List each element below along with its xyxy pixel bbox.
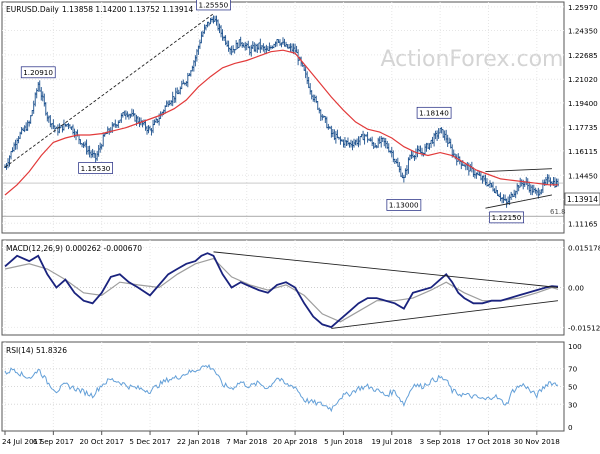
rsi-y-ticks: 100 70 50 30 0 — [568, 342, 582, 432]
price-title: EURUSD.Daily — [6, 5, 59, 14]
macd-signal-line — [4, 257, 559, 323]
watermark: ActionForex.com — [381, 47, 564, 72]
price-panel-frame — [1, 1, 565, 234]
macd-y-tick-label: -0.015126 — [568, 323, 600, 332]
rsi-y-tick-label: 30 — [568, 400, 578, 409]
last-price-marker: 1.13914 — [564, 192, 600, 206]
last-price-box — [564, 192, 600, 206]
price-y-tick-label: 1.22685 — [568, 51, 598, 60]
price-y-tick-label: 1.16115 — [568, 147, 598, 156]
annotation-label: 1.12150 — [492, 213, 522, 222]
x-tick-label: 5 Dec 2017 — [129, 437, 170, 446]
rsi-y-tick-label: 100 — [568, 342, 582, 351]
price-trendline — [485, 168, 552, 173]
last-price-label: 1.13914 — [567, 195, 598, 204]
x-tick-label: 3 Sep 2018 — [420, 437, 461, 446]
x-tick-label: 30 Nov 2018 — [514, 437, 560, 446]
annotation-label: 1.20910 — [23, 68, 53, 77]
x-tick-label: 20 Oct 2017 — [79, 437, 123, 446]
x-tick-label: 6 Sep 2017 — [33, 437, 74, 446]
x-tick-label: 7 Mar 2018 — [226, 437, 267, 446]
price-y-tick-label: 1.21020 — [568, 75, 598, 84]
price-y-tick-label: 1.11165 — [568, 219, 598, 228]
macd-title: MACD(12,26,9) 0.000262 -0.000670 — [6, 244, 142, 253]
ohlc-values: 1.13858 1.14200 1.13752 1.13914 — [62, 5, 193, 14]
price-trendline — [4, 13, 214, 168]
macd-y-ticks: 0.015178 0.00 -0.015126 — [568, 243, 600, 332]
rsi-line — [4, 363, 559, 413]
moving-average-line — [4, 49, 558, 196]
annotation-label: 1.18140 — [419, 109, 449, 118]
annotation-box — [386, 199, 422, 211]
annotation-box — [489, 211, 524, 224]
price-y-tick-label: 1.25970 — [568, 3, 598, 12]
rsi-y-tick-label: 50 — [568, 383, 578, 392]
x-tick-label: 17 Oct 2018 — [466, 437, 511, 446]
x-tick-label: 19 Jul 2018 — [371, 437, 412, 446]
rsi-y-tick-label: 70 — [568, 365, 578, 374]
macd-trendlines — [213, 251, 559, 329]
annotation-label: 1.13000 — [389, 201, 419, 210]
price-trendline — [485, 194, 553, 209]
annotation-box — [20, 66, 56, 79]
fibonacci-level-label: 61.8 — [550, 208, 566, 216]
price-annotations: 1.20910 1.15530 1.25550 1.13000 1.18140 1.121… — [2, 0, 566, 224]
macd-trendline — [331, 300, 559, 329]
annotation-box — [196, 0, 231, 11]
annotation-label: 1.25550 — [199, 0, 229, 9]
price-y-tick-label: 1.17735 — [568, 123, 598, 132]
macd-grid — [2, 246, 564, 328]
x-tick-label: 20 Apr 2018 — [273, 437, 318, 446]
annotation-label: 1.15530 — [81, 164, 111, 173]
x-tick-label: 5 Jun 2018 — [324, 437, 363, 446]
x-tick-label: 22 Jan 2018 — [177, 437, 221, 446]
macd-trendline — [213, 251, 559, 288]
price-trendlines — [4, 13, 553, 209]
price-y-tick-label: 1.14450 — [568, 171, 598, 180]
x-tick-label: 24 Jul 2017 — [2, 437, 43, 446]
price-y-ticks: 1.25970 1.24350 1.22685 1.21020 1.19400 1.177… — [568, 3, 598, 228]
macd-y-tick-label: 0.00 — [568, 284, 584, 293]
macd-y-tick-label: 0.015178 — [568, 243, 600, 252]
macd-main-line — [4, 252, 559, 329]
rsi-y-tick-label: 0 — [568, 423, 573, 432]
rsi-grid — [2, 368, 564, 405]
price-y-tick-label: 1.24350 — [568, 27, 598, 36]
annotation-box — [416, 106, 452, 119]
annotation-box — [78, 162, 114, 174]
price-y-tick-label: 1.19400 — [568, 99, 598, 108]
rsi-title: RSI(14) 51.8326 — [6, 346, 67, 355]
